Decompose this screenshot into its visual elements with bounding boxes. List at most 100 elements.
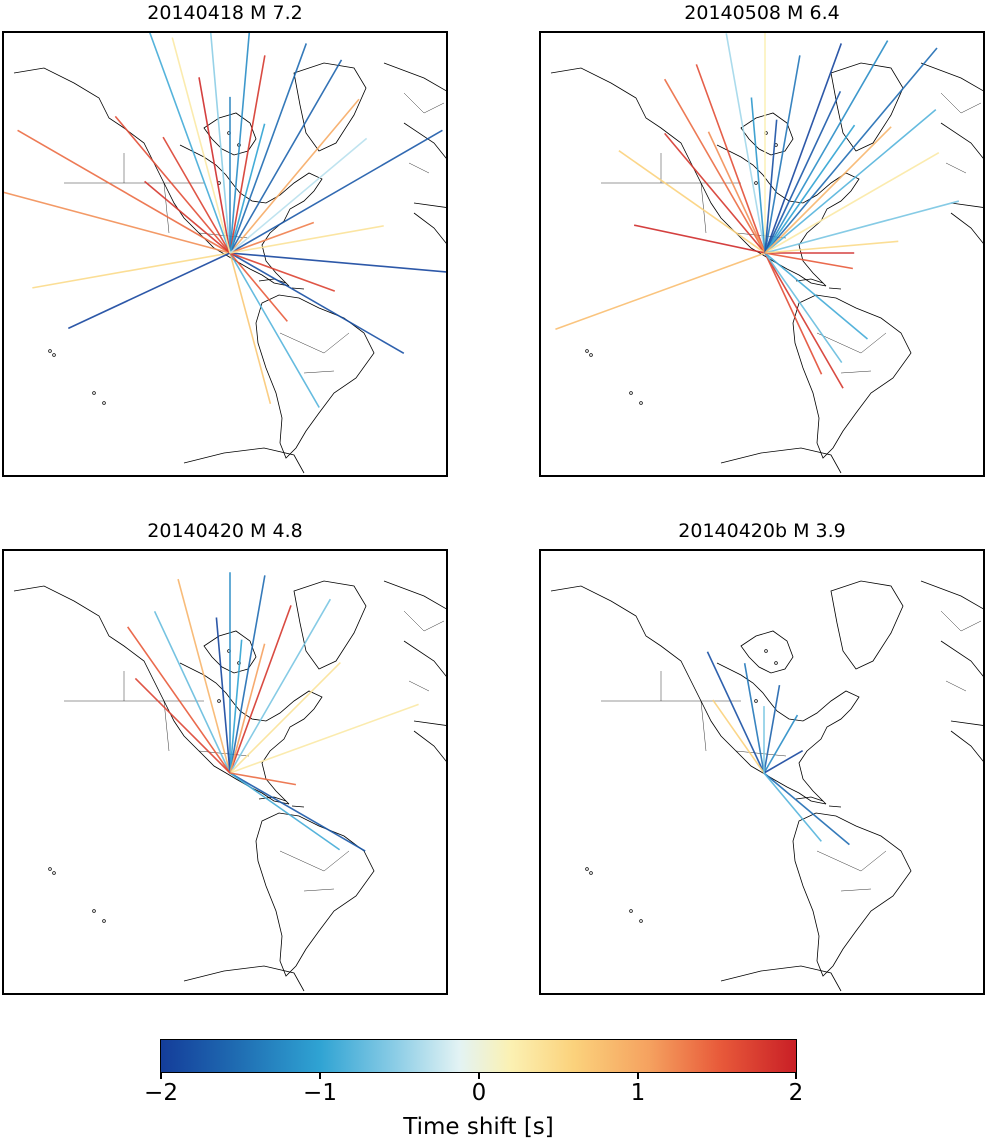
colorbar-tick: [795, 1073, 797, 1079]
island: [589, 353, 593, 357]
ray-path: [229, 772, 297, 786]
ray-path: [229, 221, 315, 254]
map-svg-3: [13, 572, 446, 992]
ray-path: [229, 598, 332, 774]
ray-path: [229, 59, 343, 254]
ray-path: [229, 252, 320, 408]
map-svg-1: [4, 33, 446, 474]
ray-path: [633, 224, 766, 254]
ray-path: [764, 240, 899, 254]
island: [764, 649, 768, 653]
ray-path: [229, 137, 368, 254]
ray-path: [17, 129, 231, 254]
ray-path: [764, 252, 853, 270]
coastline: [203, 112, 257, 156]
ray-path: [229, 252, 272, 404]
ray-path: [229, 252, 446, 273]
island: [585, 349, 589, 353]
ray-path: [764, 109, 937, 254]
ray-path: [229, 225, 384, 254]
ray-path: [743, 663, 765, 774]
ray-path: [750, 97, 766, 254]
ray-path: [149, 33, 231, 254]
colorbar-tick-label: −2: [144, 1080, 178, 1106]
ray-path: [763, 750, 804, 774]
ray-path: [32, 252, 231, 289]
island: [629, 391, 633, 395]
ray-path: [763, 714, 799, 774]
ray-path: [707, 131, 766, 254]
ray-path: [229, 643, 266, 774]
island: [48, 867, 52, 871]
political-border: [64, 153, 250, 239]
ray-path: [725, 33, 766, 254]
coastline: [258, 278, 305, 290]
ray-path: [162, 136, 231, 254]
ray-path: [763, 772, 850, 846]
colorbar-gradient: [161, 1040, 796, 1072]
ray-path: [229, 252, 336, 292]
ray-path: [764, 252, 869, 340]
coastline: [920, 580, 983, 762]
map-svg-2: [550, 33, 983, 474]
ray-path: [764, 90, 842, 254]
ray-path: [664, 132, 766, 254]
ray-path: [764, 119, 778, 254]
ray-path: [229, 772, 341, 851]
island: [774, 661, 778, 665]
political-border: [601, 153, 787, 239]
ray-path: [764, 200, 960, 254]
ray-path: [171, 37, 231, 254]
political-border: [64, 671, 250, 757]
political-border: [601, 671, 787, 757]
ray-path: [229, 252, 288, 322]
island: [102, 919, 106, 923]
coastline: [183, 447, 305, 474]
colorbar-tick-label: 1: [630, 1080, 646, 1106]
political-border: [403, 610, 445, 692]
island: [52, 871, 56, 875]
coastline: [720, 447, 842, 474]
island: [629, 909, 633, 913]
colorbar: [160, 1039, 797, 1073]
island: [639, 919, 643, 923]
island: [639, 401, 643, 405]
ray-path: [663, 78, 766, 254]
ray-path: [229, 98, 360, 254]
political-border: [816, 850, 887, 892]
island: [92, 909, 96, 913]
ray-path: [555, 252, 766, 331]
ray-path: [229, 703, 419, 774]
island: [217, 699, 221, 703]
basemap: [13, 62, 446, 474]
ray-path: [764, 252, 844, 389]
coastline: [183, 965, 305, 992]
colorbar-tick: [478, 1073, 480, 1079]
ray-path: [712, 699, 765, 774]
ray-path: [764, 43, 843, 254]
ray-paths: [127, 572, 419, 852]
ray-path: [229, 639, 243, 774]
island: [585, 867, 589, 871]
ray-path: [764, 124, 856, 254]
ray-path: [763, 772, 822, 842]
coastline: [203, 630, 257, 674]
ray-path: [229, 123, 266, 254]
ray-path: [209, 33, 231, 254]
ray-path: [127, 626, 231, 774]
island: [52, 353, 56, 357]
map-panel-1: [2, 31, 448, 477]
basemap: [13, 580, 446, 992]
panel-title-2: 20140508 M 6.4: [684, 2, 840, 24]
ray-path: [618, 150, 766, 254]
coastline: [920, 62, 983, 244]
ray-path: [764, 55, 801, 254]
island: [48, 349, 52, 353]
coastline: [795, 278, 842, 290]
political-border: [940, 92, 982, 174]
political-border: [279, 850, 350, 892]
ray-path: [144, 180, 231, 254]
ray-path: [764, 126, 892, 254]
ray-path: [764, 40, 889, 254]
island: [589, 871, 593, 875]
